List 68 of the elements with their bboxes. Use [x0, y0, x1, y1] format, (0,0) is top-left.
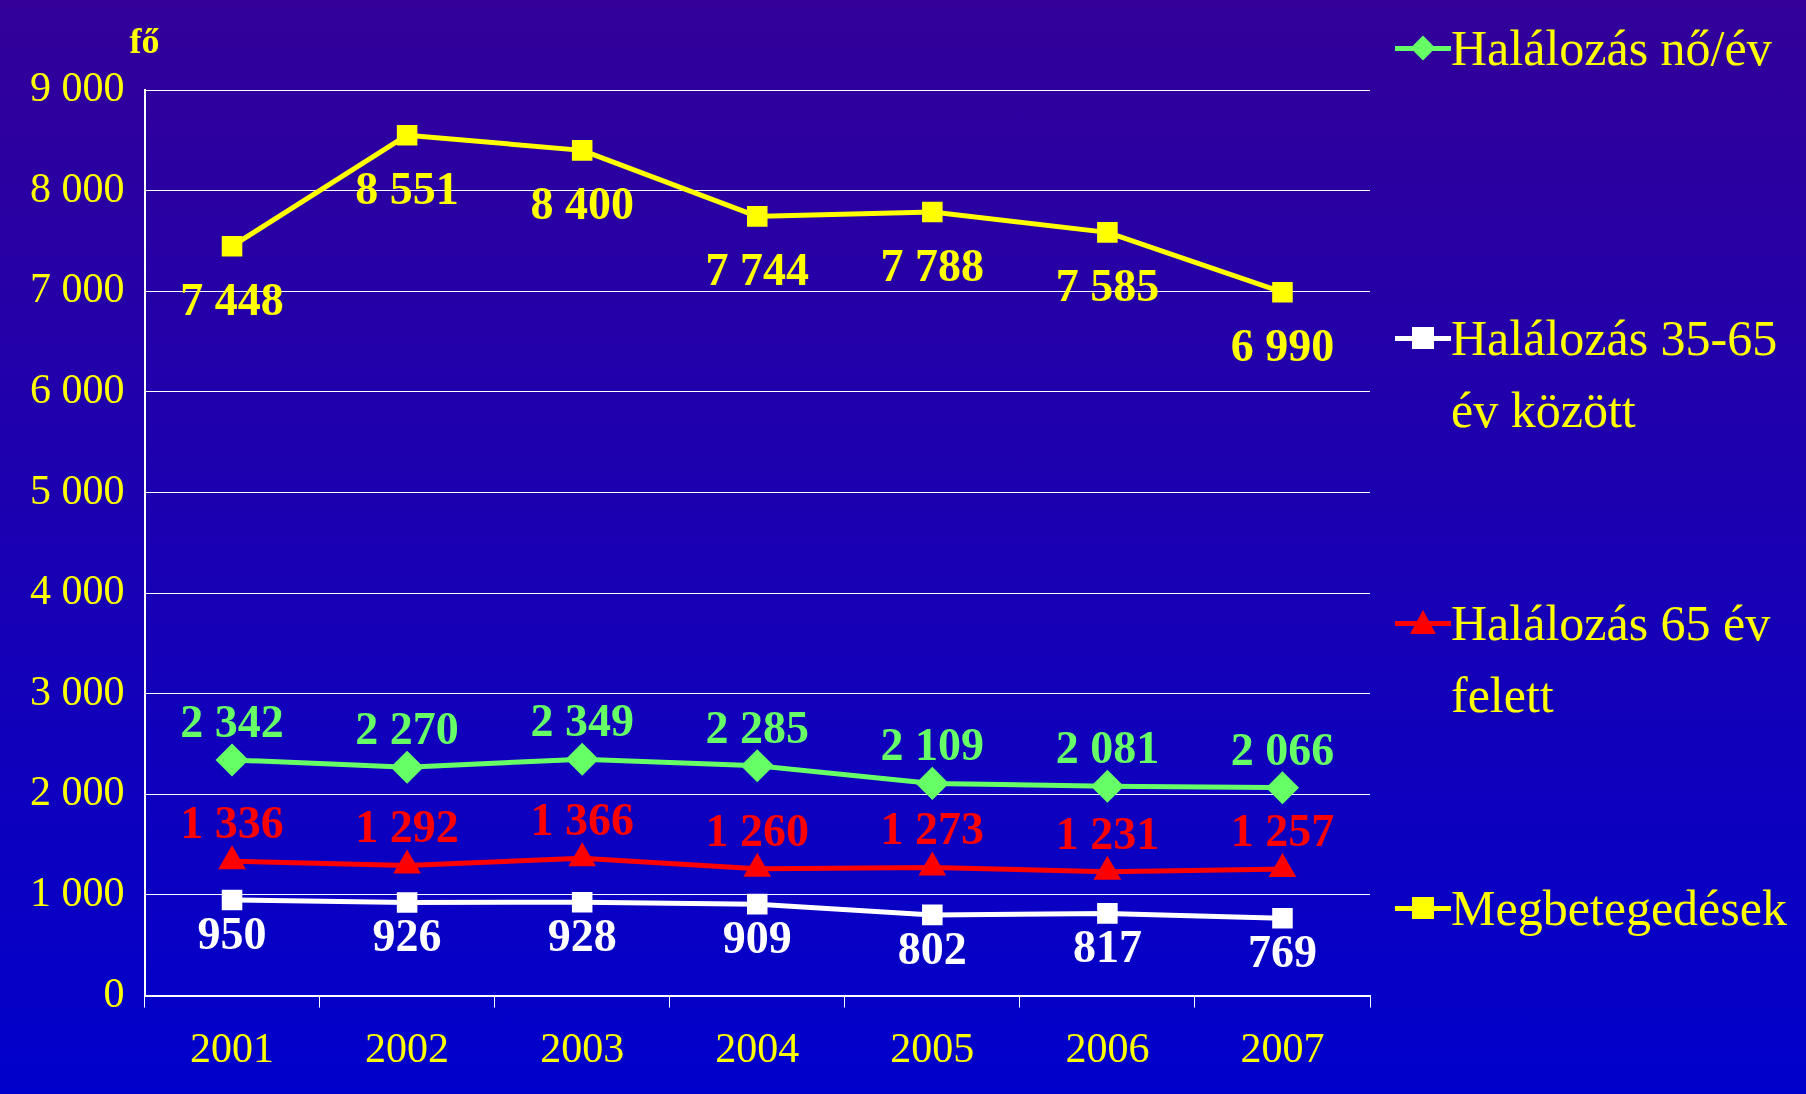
point [216, 744, 248, 776]
data-label: 1 273 [880, 803, 985, 855]
data-label: 8 400 [530, 178, 634, 230]
data-label: 2 081 [1055, 722, 1160, 774]
y-tick-label: 9 000 [30, 64, 125, 111]
data-label: 7 788 [880, 239, 985, 291]
y-tick-label: 1 000 [30, 869, 125, 916]
point [571, 140, 593, 161]
x-tick-label: 2003 [540, 1024, 625, 1071]
data-label: 950 [197, 907, 267, 959]
point [396, 124, 418, 146]
y-tick-label: 3 000 [30, 667, 125, 714]
point [1097, 222, 1118, 243]
point [746, 206, 768, 227]
point [1272, 281, 1293, 303]
legend-label: Halálozás nő/év [1451, 19, 1773, 78]
y-tick-label: 7 000 [30, 265, 125, 312]
data-label: 928 [547, 910, 617, 962]
data-label: 1 260 [705, 804, 809, 856]
legend-label: Halálozás 65 év felett [1451, 594, 1772, 725]
data-label: 2 066 [1230, 723, 1335, 775]
legend-label: Megbetegedések [1451, 879, 1788, 938]
y-axis-title: fő [129, 21, 160, 62]
x-tick-label: 2004 [715, 1024, 800, 1071]
x-tick-label: 2002 [365, 1024, 450, 1071]
data-label: 926 [372, 910, 442, 962]
data-label: 817 [1072, 921, 1142, 973]
point [221, 889, 243, 911]
data-label: 2 349 [530, 695, 634, 747]
data-label: 2 109 [880, 719, 985, 771]
y-tick-label: 6 000 [30, 365, 125, 412]
legend-label: Halálozás 35-65 év között [1451, 309, 1779, 440]
data-label: 2 342 [180, 695, 284, 747]
data-label: 802 [897, 922, 967, 974]
point [916, 767, 948, 799]
point [391, 751, 423, 783]
data-label: 1 336 [180, 797, 284, 849]
point [922, 201, 943, 223]
point [571, 891, 593, 913]
data-label: 1 257 [1230, 805, 1335, 857]
y-tick-label: 2 000 [30, 768, 125, 815]
y-tick-label: 4 000 [30, 567, 125, 614]
point [566, 743, 598, 775]
point [1097, 903, 1118, 924]
point [922, 904, 943, 926]
data-label: 2 270 [355, 703, 459, 755]
data-label: 1 366 [530, 794, 634, 846]
x-tick-label: 2001 [190, 1024, 275, 1071]
data-label: 1 292 [355, 801, 459, 853]
data-label: 1 231 [1055, 807, 1160, 859]
point [1091, 770, 1123, 802]
y-tick-label: 5 000 [30, 466, 125, 513]
x-tick-label: 2005 [890, 1024, 975, 1071]
point [741, 750, 773, 782]
data-label: 6 990 [1230, 320, 1335, 372]
x-tick-label: 2006 [1065, 1024, 1150, 1071]
data-label: 769 [1247, 926, 1317, 978]
y-tick-label: 0 [103, 969, 125, 1016]
point [1266, 772, 1298, 804]
y-tick-label: 8 000 [30, 164, 125, 211]
point [221, 235, 243, 257]
data-label: 909 [722, 912, 792, 964]
x-tick-label: 2007 [1240, 1024, 1325, 1071]
point [746, 893, 768, 915]
point [396, 892, 418, 913]
point [1272, 907, 1293, 929]
data-label: 7 744 [705, 244, 809, 296]
data-label: 2 285 [705, 701, 809, 753]
